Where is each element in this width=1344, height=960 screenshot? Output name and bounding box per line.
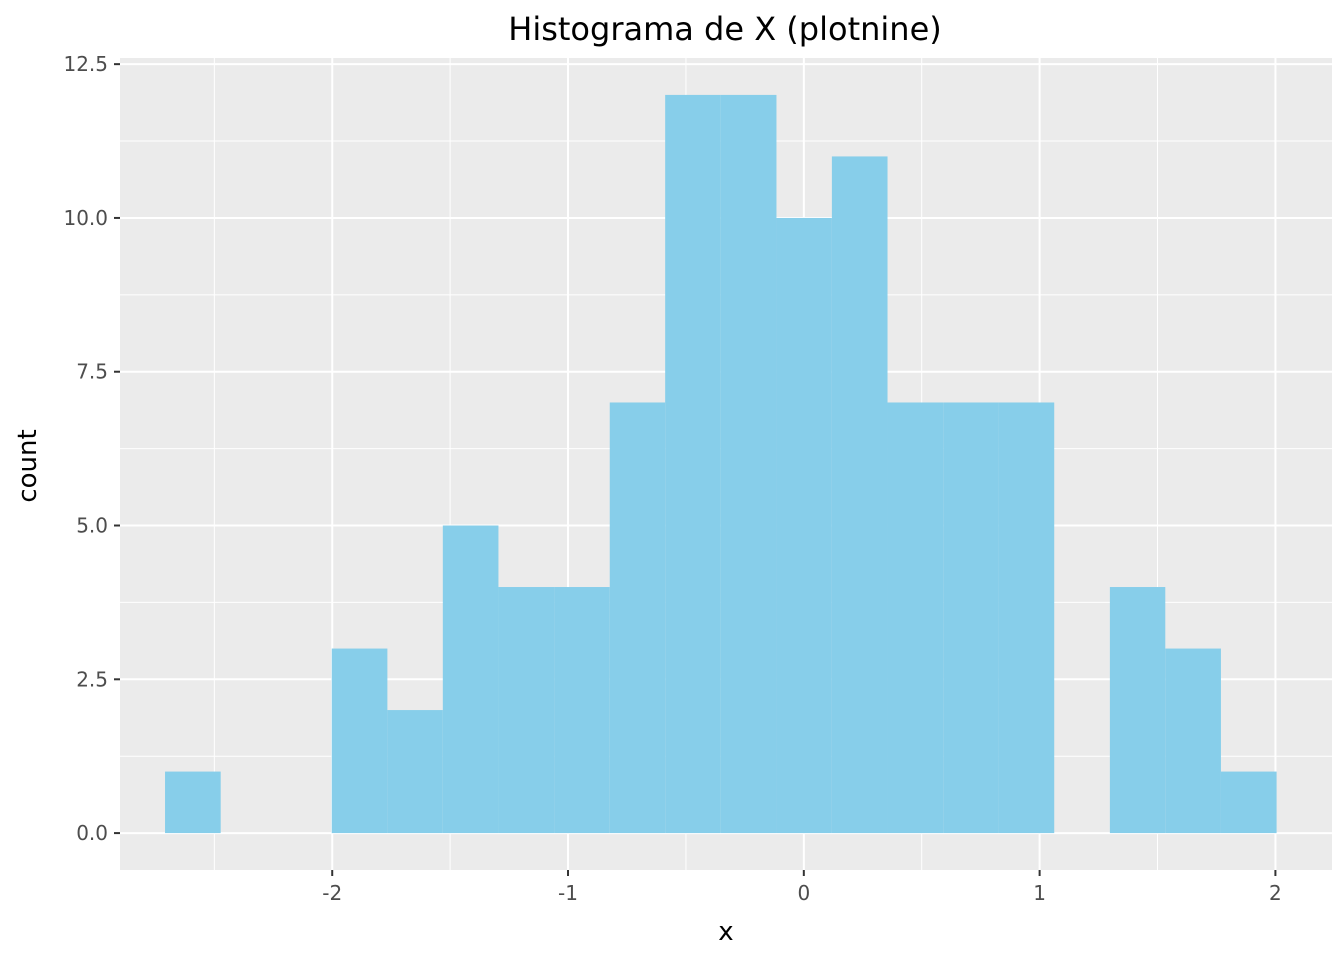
x-axis-title: x [718,917,733,947]
histogram-bar [998,402,1055,834]
x-tick-label: 1 [1033,881,1046,905]
histogram-bar [1165,648,1221,834]
histogram-bars [165,94,1277,834]
y-tick-label: 12.5 [63,52,108,76]
x-tick-label: -2 [322,881,342,905]
x-tick-label: 0 [797,881,810,905]
x-tick-label: 2 [1269,881,1282,905]
y-tick-label: 2.5 [76,667,108,691]
histogram-bar [831,156,888,834]
y-tick-label: 7.5 [76,360,108,384]
x-axis: -2 -1 0 1 2 [322,870,1282,905]
histogram-bar [554,587,610,834]
histogram-bar [887,402,944,834]
y-tick-label: 0.0 [76,821,108,845]
y-axis-title: count [13,429,43,502]
histogram-bar [387,710,443,834]
histogram-bar [943,402,999,834]
histogram-bar [609,402,666,834]
x-tick-label: -1 [558,881,578,905]
y-tick-label: 10.0 [63,206,108,230]
histogram-bar [665,94,721,834]
histogram-bar [1109,587,1166,834]
chart-title: Histograma de X (plotnine) [508,10,941,48]
histogram-bar [1220,771,1277,834]
histogram-bar [442,525,499,834]
histogram-bar [498,587,555,834]
histogram-bar [165,771,221,834]
y-axis: 0.0 2.5 5.0 7.5 10.0 12.5 [63,52,120,845]
histogram-bar [776,217,832,834]
histogram-bar [720,94,777,834]
y-tick-label: 5.0 [76,514,108,538]
histogram-bar [331,648,388,834]
